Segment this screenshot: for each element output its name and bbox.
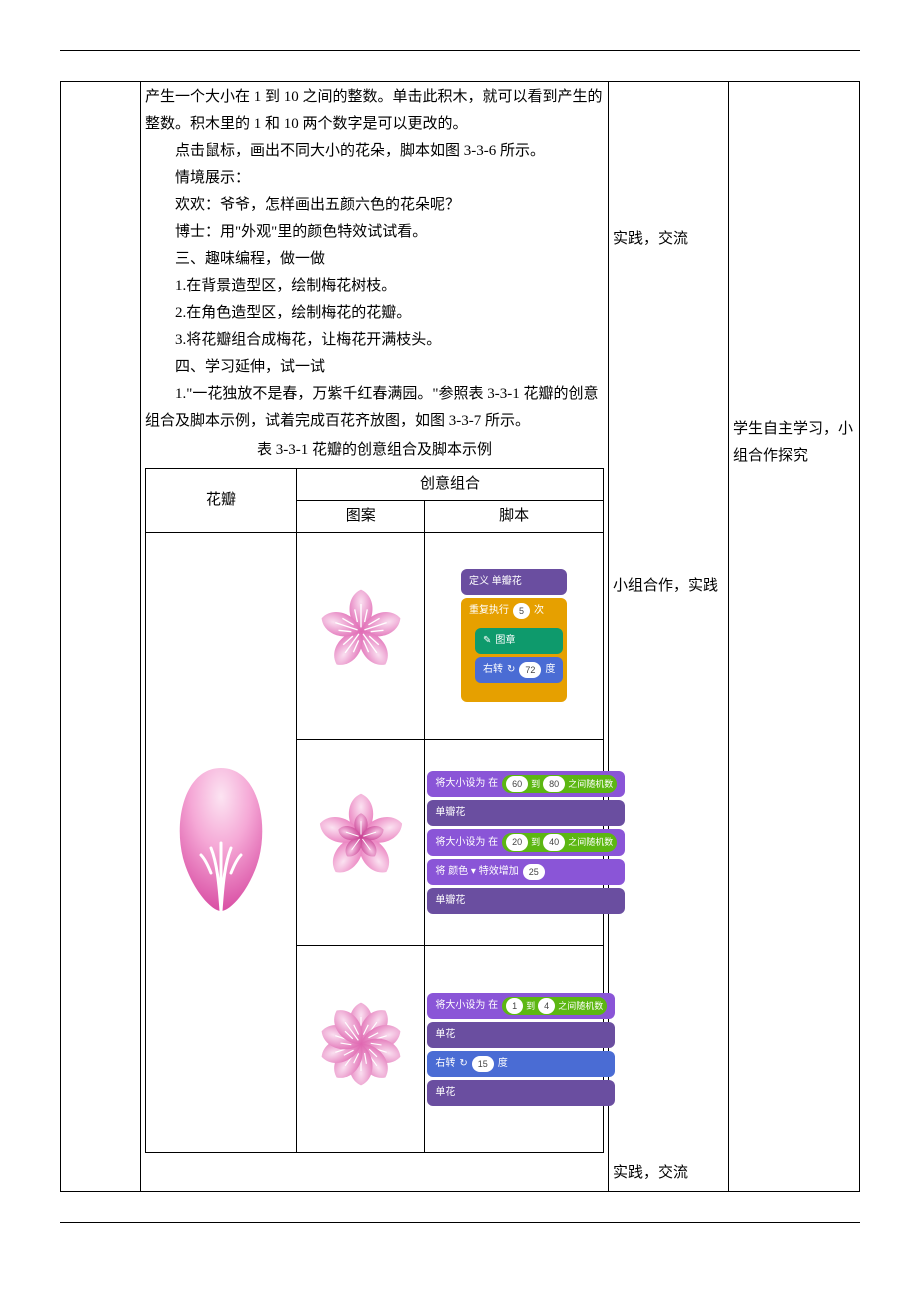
block-text: 重复执行 xyxy=(469,602,509,620)
paragraph-9: 3.将花瓣组合成梅花，让梅花开满枝头。 xyxy=(145,327,604,354)
block-value: 80 xyxy=(543,776,565,792)
paragraph-5: 博士：用"外观"里的颜色特效试试看。 xyxy=(145,219,604,246)
header-combo: 创意组合 xyxy=(297,469,604,501)
method-note-1: 学生自主学习，小组合作探究 xyxy=(733,416,855,470)
paragraph-11: 1."一花独放不是春，万紫千红春满园。"参照表 3-3-1 花瓣的创意组合及脚本… xyxy=(145,381,604,435)
block-turn: 右转 15 度 xyxy=(427,1051,615,1077)
block-value: 72 xyxy=(519,662,541,678)
header-script: 脚本 xyxy=(425,501,604,533)
script-cell-2: 将大小设为 在 60 到 80 之间随机数 单瓣花 将大小设为 在 xyxy=(425,739,604,946)
block-value: 25 xyxy=(523,864,545,880)
left-empty-column xyxy=(61,82,141,1191)
block-set-size: 将大小设为 在 20 到 40 之间随机数 xyxy=(427,829,625,855)
block-text: 到 xyxy=(526,998,535,1014)
paragraph-7: 1.在背景造型区，绘制梅花树枝。 xyxy=(145,273,604,300)
block-text: 右转 xyxy=(483,661,503,679)
block-set-size: 将大小设为 在 60 到 80 之间随机数 xyxy=(427,771,625,797)
petal-table: 花瓣 创意组合 图案 脚本 xyxy=(145,468,604,1153)
petal-icon xyxy=(171,763,271,913)
activity-note-3: 实践，交流 xyxy=(613,1160,724,1187)
activity-note-1: 实践，交流 xyxy=(613,226,724,253)
block-value: 15 xyxy=(472,1056,494,1072)
table-caption: 表 3-3-1 花瓣的创意组合及脚本示例 xyxy=(145,437,604,464)
script-cell-1: 定义 单瓣花 重复执行 5 次 图章 右转 xyxy=(425,533,604,740)
activity-column: 实践，交流 小组合作，实践 实践，交流 xyxy=(609,82,729,1191)
block-value: 5 xyxy=(513,603,530,619)
block-define: 定义 单瓣花 xyxy=(461,569,567,595)
block-text: 将大小设为 在 xyxy=(435,834,498,852)
operator-random: 1 到 4 之间随机数 xyxy=(502,997,607,1015)
block-call: 单瓣花 xyxy=(427,800,625,826)
activity-note-2: 小组合作，实践 xyxy=(613,573,724,600)
flower-icon-3 xyxy=(316,999,406,1089)
turn-icon xyxy=(507,661,515,679)
block-text: 右转 xyxy=(435,1055,455,1073)
block-text: 单花 xyxy=(435,1026,455,1044)
page-frame: 产生一个大小在 1 到 10 之间的整数。单击此积木，就可以看到产生的整数。积木… xyxy=(60,50,860,1223)
block-text: 之间随机数 xyxy=(568,834,613,850)
paragraph-2: 点击鼠标，画出不同大小的花朵，脚本如图 3-3-6 所示。 xyxy=(145,138,604,165)
paragraph-4: 欢欢：爷爷，怎样画出五颜六色的花朵呢？ xyxy=(145,192,604,219)
block-value: 40 xyxy=(543,834,565,850)
pattern-cell-1 xyxy=(297,533,425,740)
paragraph-6: 三、趣味编程，做一做 xyxy=(145,246,604,273)
paragraph-1: 产生一个大小在 1 到 10 之间的整数。单击此积木，就可以看到产生的整数。积木… xyxy=(145,84,604,138)
script-block-2: 将大小设为 在 60 到 80 之间随机数 单瓣花 将大小设为 在 xyxy=(427,768,625,916)
script-block-1: 定义 单瓣花 重复执行 5 次 图章 右转 xyxy=(461,566,567,705)
block-turn: 右转 72 度 xyxy=(475,657,563,683)
pattern-cell-3 xyxy=(297,946,425,1153)
paragraph-10: 四、学习延伸，试一试 xyxy=(145,354,604,381)
block-text: 将大小设为 在 xyxy=(435,997,498,1015)
block-value: 4 xyxy=(538,998,555,1014)
block-text: 单瓣花 xyxy=(435,804,465,822)
block-text: 单花 xyxy=(435,1084,455,1102)
block-call: 单花 xyxy=(427,1022,615,1048)
paragraph-8: 2.在角色造型区，绘制梅花的花瓣。 xyxy=(145,300,604,327)
block-text: 到 xyxy=(531,834,540,850)
flower-icon-1 xyxy=(316,586,406,676)
block-text: 到 xyxy=(531,776,540,792)
table-row: 花瓣 创意组合 xyxy=(146,469,604,501)
flower-icon-2 xyxy=(316,792,406,882)
block-text: 之间随机数 xyxy=(568,776,613,792)
block-call: 单花 xyxy=(427,1080,615,1106)
paragraph-3: 情境展示： xyxy=(145,165,604,192)
pen-icon xyxy=(483,632,491,650)
block-color-effect: 将 颜色 ▾ 特效增加 25 xyxy=(427,859,625,885)
script-cell-3: 将大小设为 在 1 到 4 之间随机数 单花 右转 xyxy=(425,946,604,1153)
main-content-column: 产生一个大小在 1 到 10 之间的整数。单击此积木，就可以看到产生的整数。积木… xyxy=(141,82,609,1191)
petal-image-cell xyxy=(146,533,297,1153)
block-text: 度 xyxy=(498,1055,508,1073)
block-value: 60 xyxy=(506,776,528,792)
block-text: 将 颜色 ▾ 特效增加 xyxy=(435,863,518,881)
block-set-size: 将大小设为 在 1 到 4 之间随机数 xyxy=(427,993,615,1019)
lesson-table: 产生一个大小在 1 到 10 之间的整数。单击此积木，就可以看到产生的整数。积木… xyxy=(60,81,860,1192)
block-repeat: 重复执行 5 次 图章 右转 72 度 xyxy=(461,598,567,702)
block-stamp: 图章 xyxy=(475,628,563,654)
block-text: 度 xyxy=(545,661,555,679)
block-value: 20 xyxy=(506,834,528,850)
block-text: 定义 单瓣花 xyxy=(469,573,522,591)
block-text: 单瓣花 xyxy=(435,892,465,910)
block-text: 之间随机数 xyxy=(558,998,603,1014)
block-call: 单瓣花 xyxy=(427,888,625,914)
script-block-3: 将大小设为 在 1 到 4 之间随机数 单花 右转 xyxy=(427,990,615,1109)
block-text: 将大小设为 在 xyxy=(435,775,498,793)
operator-random: 20 到 40 之间随机数 xyxy=(502,833,617,851)
operator-random: 60 到 80 之间随机数 xyxy=(502,775,617,793)
table-row: 定义 单瓣花 重复执行 5 次 图章 右转 xyxy=(146,533,604,740)
header-pattern: 图案 xyxy=(297,501,425,533)
method-column: 学生自主学习，小组合作探究 xyxy=(729,82,859,1191)
turn-icon xyxy=(459,1055,467,1073)
block-value: 1 xyxy=(506,998,523,1014)
block-text: 图章 xyxy=(495,632,515,650)
block-text: 次 xyxy=(534,602,544,620)
pattern-cell-2 xyxy=(297,739,425,946)
header-petal: 花瓣 xyxy=(146,469,297,533)
